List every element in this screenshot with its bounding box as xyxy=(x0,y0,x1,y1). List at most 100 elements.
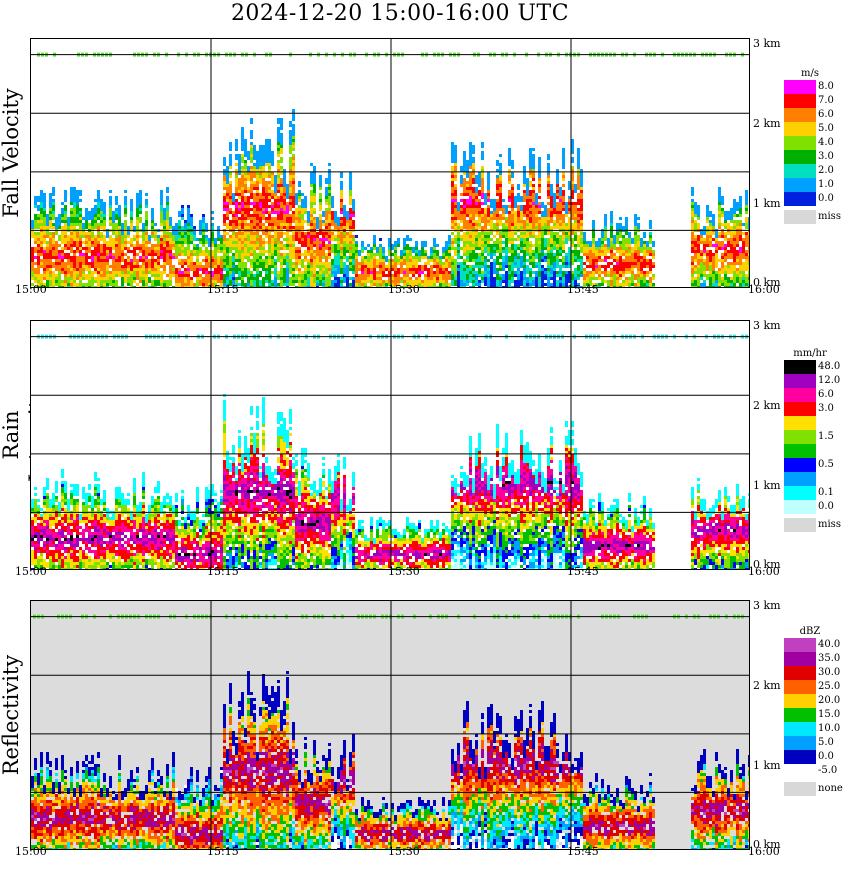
echo-pixel xyxy=(190,277,193,280)
echo-pixel xyxy=(316,265,319,268)
echo-pixel xyxy=(373,235,376,238)
echo-pixel xyxy=(211,235,214,238)
echo-pixel xyxy=(46,256,49,259)
echo-pixel xyxy=(64,286,67,287)
echo-pixel xyxy=(454,193,457,196)
echo-pixel xyxy=(571,160,574,163)
echo-pixel xyxy=(112,259,115,262)
echo-pixel xyxy=(571,142,574,145)
echo-pixel xyxy=(460,214,463,217)
echo-pixel xyxy=(451,178,454,181)
echo-pixel xyxy=(100,208,103,211)
echo-pixel xyxy=(454,271,457,274)
echo-pixel xyxy=(397,262,400,265)
echo-pixel xyxy=(340,196,343,199)
echo-pixel xyxy=(571,208,574,211)
echo-pixel xyxy=(511,259,514,262)
echo-pixel xyxy=(274,253,277,256)
echo-pixel xyxy=(289,202,292,205)
echo-pixel xyxy=(412,256,415,259)
echo-pixel xyxy=(466,259,469,262)
echo-pixel xyxy=(172,241,175,244)
echo-pixel xyxy=(58,268,61,271)
echo-pixel xyxy=(388,265,391,268)
echo-pixel xyxy=(346,265,349,268)
echo-pixel xyxy=(553,196,556,199)
echo-pixel xyxy=(547,241,550,244)
echo-pixel xyxy=(568,199,571,202)
echo-pixel xyxy=(70,187,73,190)
echo-pixel xyxy=(142,271,145,274)
echo-pixel xyxy=(394,274,397,277)
echo-pixel xyxy=(544,241,547,244)
echo-pixel xyxy=(496,205,499,208)
echo-pixel xyxy=(337,217,340,220)
echo-pixel xyxy=(70,256,73,259)
echo-pixel xyxy=(181,265,184,268)
echo-pixel xyxy=(334,223,337,226)
echo-pixel xyxy=(472,166,475,169)
echo-pixel xyxy=(244,199,247,202)
echo-pixel xyxy=(154,232,157,235)
echo-pixel xyxy=(313,274,316,277)
echo-pixel xyxy=(55,250,58,253)
echo-pixel xyxy=(226,250,229,253)
echo-pixel xyxy=(280,241,283,244)
echo-pixel xyxy=(352,235,355,238)
echo-pixel xyxy=(559,211,562,214)
echo-pixel xyxy=(79,217,82,220)
echo-pixel xyxy=(460,262,463,265)
echo-pixel xyxy=(112,277,115,280)
echo-pixel xyxy=(256,277,259,280)
echo-pixel xyxy=(292,133,295,136)
echo-pixel xyxy=(298,232,301,235)
echo-pixel xyxy=(538,163,541,166)
echo-pixel xyxy=(508,256,511,259)
echo-pixel xyxy=(40,208,43,211)
echo-pixel xyxy=(469,223,472,226)
echo-pixel xyxy=(556,175,559,178)
echo-pixel xyxy=(505,280,508,283)
echo-pixel xyxy=(556,226,559,229)
echo-pixel xyxy=(244,202,247,205)
echo-pixel xyxy=(277,199,280,202)
echo-pixel xyxy=(118,208,121,211)
echo-pixel xyxy=(469,193,472,196)
echo-pixel xyxy=(184,280,187,283)
echo-pixel xyxy=(205,268,208,271)
echo-pixel xyxy=(196,247,199,250)
echo-pixel xyxy=(244,274,247,277)
echo-pixel xyxy=(166,283,169,286)
echo-pixel xyxy=(556,247,559,250)
echo-pixel xyxy=(532,232,535,235)
echo-pixel xyxy=(397,259,400,262)
echo-pixel xyxy=(508,235,511,238)
echo-pixel xyxy=(34,286,37,287)
echo-pixel xyxy=(514,244,517,247)
echo-pixel xyxy=(301,238,304,241)
echo-pixel xyxy=(517,274,520,277)
echo-pixel xyxy=(142,262,145,265)
echo-pixel xyxy=(304,256,307,259)
echo-pixel xyxy=(211,262,214,265)
echo-pixel xyxy=(277,175,280,178)
echo-pixel xyxy=(97,286,100,287)
echo-pixel xyxy=(259,175,262,178)
echo-pixel xyxy=(307,214,310,217)
echo-pixel xyxy=(463,241,466,244)
echo-pixel xyxy=(127,250,130,253)
echo-pixel xyxy=(202,265,205,268)
echo-pixel xyxy=(472,145,475,148)
echo-pixel xyxy=(97,247,100,250)
echo-pixel xyxy=(136,259,139,262)
echo-pixel xyxy=(193,283,196,286)
echo-pixel xyxy=(499,235,502,238)
echo-pixel xyxy=(208,241,211,244)
echo-pixel xyxy=(187,238,190,241)
echo-pixel xyxy=(76,265,79,268)
echo-pixel xyxy=(55,259,58,262)
echo-pixel xyxy=(544,271,547,274)
echo-pixel xyxy=(523,199,526,202)
echo-pixel xyxy=(211,241,214,244)
echo-pixel xyxy=(43,238,46,241)
